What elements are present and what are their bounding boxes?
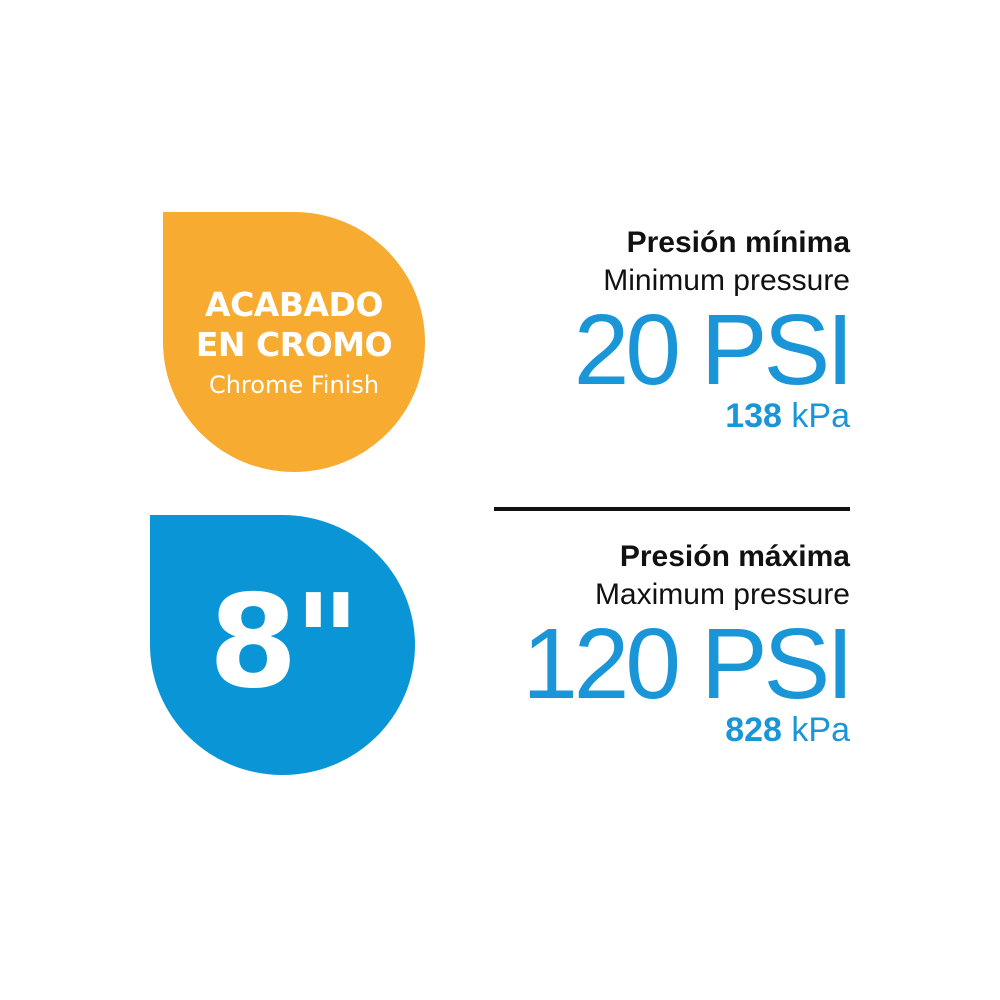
max-pressure-label-es: Presión máxima (619, 540, 850, 573)
max-pressure-label-en: Maximum pressure (594, 578, 850, 611)
finish-title-line2: EN CROMO (195, 325, 393, 364)
size-badge: 8" (150, 515, 415, 775)
finish-title-line1: ACABADO (205, 285, 383, 324)
size-value: 8" (208, 567, 361, 717)
min-kpa-unit: kPa (791, 397, 850, 435)
max-kpa-unit: kPa (791, 711, 850, 749)
finish-english: Chrome Finish (208, 371, 380, 399)
chrome-finish-badge: ACABADO EN CROMO Chrome Finish (163, 212, 425, 472)
min-pressure-block: Presión mínima Minimum pressure 20 PSI 1… (573, 224, 854, 436)
min-pressure-psi: 20 PSI (573, 294, 854, 406)
min-pressure-label-es: Presión mínima (626, 226, 850, 259)
max-pressure-kpa: 828 kPa (522, 710, 850, 750)
min-pressure-kpa: 138 kPa (574, 396, 850, 436)
min-kpa-value: 138 (725, 397, 782, 435)
max-pressure-block: Presión máxima Maximum pressure 120 PSI … (522, 538, 854, 750)
max-pressure-psi: 120 PSI (522, 608, 854, 720)
min-pressure-label-en: Minimum pressure (603, 264, 850, 297)
max-kpa-value: 828 (725, 711, 782, 749)
divider (494, 507, 850, 511)
